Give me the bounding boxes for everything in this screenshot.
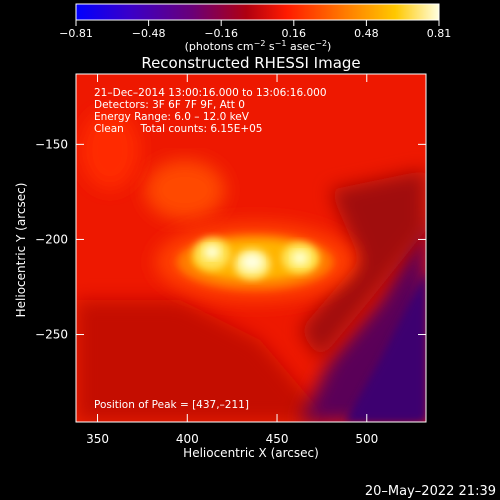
info-line-counts: Clean Total counts: 6.15E+05 xyxy=(94,123,263,135)
colorbar-tick-label: 0.81 xyxy=(427,27,452,40)
observation-info: 21–Dec–2014 13:00:16.000 to 13:06:16.000… xyxy=(94,87,327,135)
flare-image xyxy=(76,74,426,422)
plot-frame xyxy=(75,73,427,423)
y-axis-label: Heliocentric Y (arcsec) xyxy=(14,183,28,318)
y-tick-label: −150 xyxy=(35,137,68,151)
x-tick-label: 350 xyxy=(86,432,109,446)
colorbar-tick-label: −0.81 xyxy=(59,27,93,40)
plot-title: Reconstructed RHESSI Image xyxy=(141,54,360,72)
footer-timestamp: 20–May–2022 21:39 xyxy=(365,484,496,499)
colorbar-gradient xyxy=(75,3,440,21)
y-tick-label: −200 xyxy=(35,232,68,246)
peak-position-label: Position of Peak = [437,–211] xyxy=(94,399,249,411)
info-line-detectors: Detectors: 3F 6F 7F 9F, Att 0 xyxy=(94,99,245,111)
colorbar-units: (photons cm−2 s−1 asec−2) xyxy=(185,39,332,53)
info-line-time: 21–Dec–2014 13:00:16.000 to 13:06:16.000 xyxy=(94,87,327,99)
colorbar: −0.81 −0.48 −0.16 0.16 0.48 0.81 (photons cm−… xyxy=(59,3,451,53)
info-line-energy: Energy Range: 6.0 – 12.0 keV xyxy=(94,111,250,123)
x-axis-label: Heliocentric X (arcsec) xyxy=(183,446,319,460)
x-tick-label: 400 xyxy=(176,432,199,446)
y-tick-label: −250 xyxy=(35,328,68,342)
x-tick-label: 500 xyxy=(355,432,378,446)
colorbar-ticks: −0.81 −0.48 −0.16 0.16 0.48 0.81 xyxy=(59,20,451,40)
colorbar-tick-label: −0.48 xyxy=(132,27,166,40)
x-tick-label: 450 xyxy=(266,432,289,446)
x-axis-ticks: 350 400 450 500 xyxy=(86,74,378,446)
y-axis-ticks: −150 −200 −250 xyxy=(35,137,426,342)
colorbar-tick-label: 0.16 xyxy=(282,27,307,40)
colorbar-tick-label: 0.48 xyxy=(354,27,379,40)
colorbar-tick-label: −0.16 xyxy=(204,27,238,40)
